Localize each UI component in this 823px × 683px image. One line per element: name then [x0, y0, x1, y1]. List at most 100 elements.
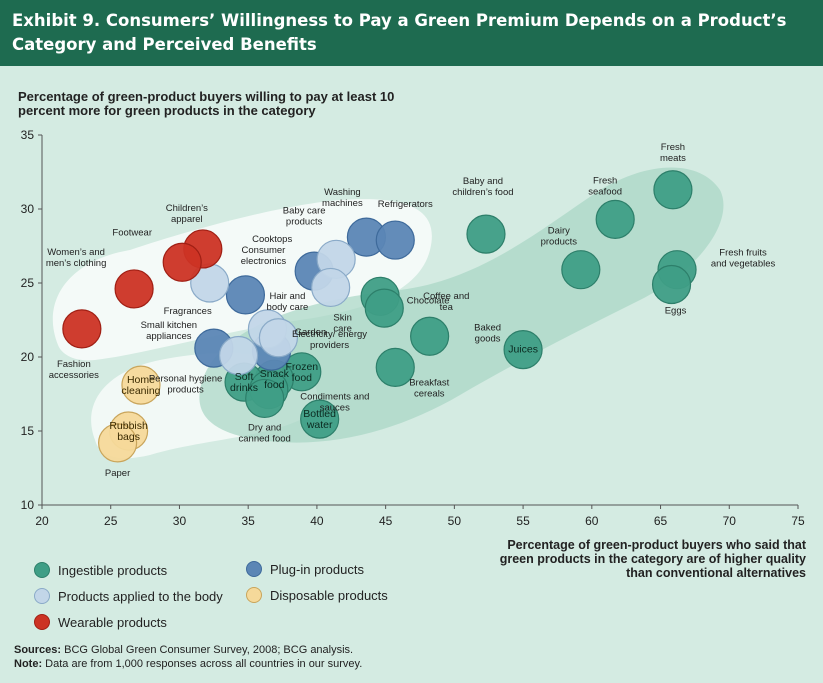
- x-tick-label: 25: [104, 514, 118, 528]
- legend-wearable-swatch: [34, 614, 50, 630]
- point-label: Skin care: [333, 312, 351, 334]
- point-label: Coffee and tea: [423, 291, 469, 313]
- legend-plugin-swatch: [246, 561, 262, 577]
- y-tick-label: 20: [21, 350, 35, 364]
- legend-plugin-label: Plug-in products: [270, 561, 364, 577]
- x-tick-label: 30: [173, 514, 187, 528]
- point-label: Baked goods: [474, 322, 501, 344]
- legend-body-label: Products applied to the body: [58, 588, 223, 604]
- legend-body-swatch: [34, 588, 50, 604]
- x-axis-label: Percentage of green-product buyers who s…: [499, 538, 806, 580]
- point-plugin: [375, 220, 415, 260]
- legend-ingestible: Ingestible products: [34, 562, 167, 578]
- legend-disposable: Disposable products: [246, 587, 388, 603]
- point-ingestible: [245, 378, 285, 419]
- x-tick-label: 55: [516, 514, 530, 528]
- point-ingestible: [651, 264, 692, 305]
- point-label: Footwear: [112, 227, 152, 238]
- point-label: Hair and body care: [267, 291, 309, 313]
- point-label: Women’s and men’s clothing: [46, 247, 107, 269]
- point-label: Condiments and sauces: [300, 392, 369, 414]
- point-label: Personal hygiene products: [149, 374, 222, 396]
- point-label: Paper: [105, 468, 130, 479]
- x-tick-label: 45: [379, 514, 393, 528]
- x-tick-label: 35: [242, 514, 256, 528]
- x-tick-label: 65: [654, 514, 668, 528]
- point-label: Small kitchen appliances: [141, 320, 198, 342]
- exhibit-header: Exhibit 9. Consumers’ Willingness to Pay…: [0, 0, 823, 66]
- point-label: Baby care products: [283, 205, 326, 227]
- point-label: Washing machines: [322, 187, 363, 209]
- point-label: Cooktops: [252, 234, 292, 245]
- point-label: Fresh fruits and vegetables: [711, 248, 776, 270]
- point-ingestible: [561, 250, 601, 290]
- point-ingestible: [375, 347, 415, 387]
- point-label: Chocolate: [407, 295, 450, 306]
- x-tick-label: 20: [35, 514, 49, 528]
- y-tick-label: 15: [21, 424, 35, 438]
- point-label: Fashion accessories: [49, 359, 99, 381]
- x-tick-label: 40: [310, 514, 324, 528]
- point-label: Home cleaning: [121, 374, 160, 397]
- point-label: Garden: [295, 327, 327, 338]
- footer: Sources: BCG Global Green Consumer Surve…: [14, 643, 362, 671]
- point-label: Consumer electronics: [241, 245, 287, 267]
- point-ingestible: [410, 316, 450, 356]
- point-wearable: [62, 309, 102, 349]
- legend-disposable-swatch: [246, 587, 262, 603]
- point-wearable: [114, 269, 154, 309]
- y-tick-label: 30: [21, 202, 35, 216]
- point-disposable: [97, 423, 138, 463]
- point-body: [258, 318, 299, 358]
- legend-plugin: Plug-in products: [246, 561, 364, 577]
- point-label: Baby and children’s food: [452, 176, 513, 198]
- legend-wearable: Wearable products: [34, 614, 167, 630]
- point-label: Fragrances: [164, 306, 212, 317]
- note-line: Note: Data are from 1,000 responses acro…: [14, 658, 363, 670]
- point-body: [311, 267, 351, 308]
- point-label: Fresh meats: [660, 142, 686, 164]
- exhibit-title: Exhibit 9. Consumers’ Willingness to Pay…: [12, 11, 787, 54]
- point-label: Rubbish bags: [109, 420, 148, 443]
- legend-body: Products applied to the body: [34, 588, 223, 604]
- point-label: Children’s apparel: [166, 203, 208, 225]
- point-ingestible: [364, 288, 404, 328]
- x-tick-label: 60: [585, 514, 599, 528]
- point-label: Dairy products: [541, 226, 578, 248]
- point-ingestible: [466, 214, 506, 254]
- point-label: Eggs: [665, 305, 687, 316]
- point-label: Electricity/ energy providers: [292, 329, 367, 351]
- y-tick-label: 35: [21, 128, 35, 142]
- x-tick-label: 75: [791, 514, 805, 528]
- point-ingestible: [300, 399, 340, 439]
- legend-disposable-label: Disposable products: [270, 587, 388, 603]
- point-label: Breakfast cereals: [409, 377, 449, 399]
- data-points: [62, 170, 697, 463]
- point-ingestible: [595, 199, 635, 239]
- y-tick-label: 25: [21, 276, 35, 290]
- point-ingestible: [653, 170, 693, 210]
- point-label: Frozen food: [285, 361, 318, 384]
- legend-ingestible-swatch: [34, 562, 50, 578]
- band-green: [199, 167, 724, 443]
- point-plugin: [225, 275, 266, 315]
- point-body: [218, 335, 259, 376]
- point-label: Snack food: [260, 368, 290, 391]
- axes: 20 25 30 35 40 45 50 55 60 65 70 75 10 15 20 25 30 35: [21, 128, 805, 528]
- legend-wearable-label: Wearable products: [58, 614, 167, 630]
- point-label: Soft drinks: [230, 371, 258, 394]
- point-labels: Fresh meats Fresh seafood Baby and children’s…: [46, 142, 776, 479]
- y-axis-label: Percentage of green-product buyers willi…: [18, 89, 395, 118]
- point-wearable: [162, 242, 202, 282]
- legend-ingestible-label: Ingestible products: [58, 562, 168, 578]
- x-tick-label: 50: [448, 514, 462, 528]
- point-disposable: [121, 365, 161, 405]
- point-label: Juices: [508, 344, 538, 356]
- point-label: Refrigerators: [378, 199, 433, 210]
- point-ingestible: [503, 330, 543, 370]
- x-tick-label: 70: [723, 514, 737, 528]
- y-tick-label: 10: [21, 498, 35, 512]
- sources-line: Sources: BCG Global Green Consumer Surve…: [14, 644, 354, 656]
- point-label: Dry and canned food: [239, 422, 291, 444]
